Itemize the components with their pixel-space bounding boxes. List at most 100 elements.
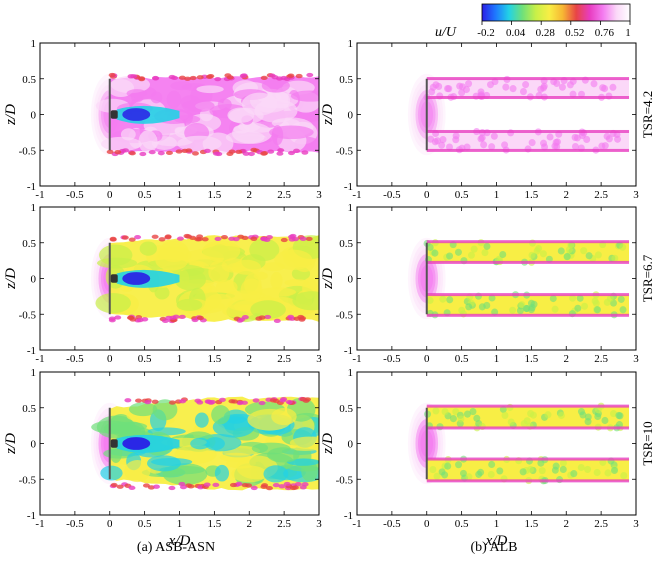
shear-layer <box>196 315 204 321</box>
x-tick-label: 2.5 <box>594 353 608 365</box>
axes-frame <box>356 206 637 351</box>
wake-eddy <box>124 459 151 483</box>
y-axis-label: z/D <box>320 268 336 290</box>
y-tick-label: 0 <box>31 110 37 122</box>
shear-layer <box>175 149 183 154</box>
shear-layer <box>238 317 246 322</box>
wake-eddy <box>290 90 319 102</box>
wake-eddy <box>576 294 584 302</box>
shear-layer <box>134 234 142 240</box>
shear-layer <box>121 235 129 240</box>
shear-layer <box>157 151 165 156</box>
wake-eddy <box>233 124 250 134</box>
wake-eddy <box>585 252 593 260</box>
wake-eddy <box>439 136 447 144</box>
x-tick-label: 1.5 <box>208 353 222 365</box>
wake-eddy <box>231 465 268 483</box>
shear-layer <box>185 148 193 153</box>
shear-layer <box>158 237 166 242</box>
wake-eddy <box>579 411 587 419</box>
shear-layer <box>220 234 228 240</box>
velocity-field <box>90 72 319 157</box>
wake-eddy <box>181 99 215 113</box>
wake-eddy <box>465 303 473 311</box>
wake-eddy <box>523 417 531 425</box>
shear-layer <box>196 234 204 239</box>
wake-eddy <box>202 240 241 262</box>
wake-eddy <box>462 85 470 94</box>
x-tick-label: -1 <box>352 353 361 365</box>
shear-layer <box>250 485 258 491</box>
wake-eddy <box>563 253 571 261</box>
shear-layer <box>108 72 116 78</box>
wake-eddy <box>516 307 524 315</box>
y-tick-label: -1 <box>27 510 36 522</box>
wake-eddy <box>527 465 535 473</box>
wake-eddy <box>174 269 206 291</box>
wake-eddy <box>261 78 290 93</box>
shear-layer <box>148 149 156 155</box>
shear-layer <box>273 318 281 324</box>
x-tick-label: 2.5 <box>277 518 291 530</box>
shear-layer <box>295 73 303 79</box>
y-tick-label: 1 <box>31 38 37 50</box>
wake-eddy <box>217 98 232 111</box>
shear-layer <box>240 400 248 405</box>
velocity-field <box>407 73 630 156</box>
wake-eddy <box>431 249 439 257</box>
wake-eddy <box>559 465 567 474</box>
wake-eddy <box>557 247 565 255</box>
shear-layer <box>272 398 280 404</box>
wake-eddy <box>433 472 441 480</box>
wake-eddy <box>429 465 437 474</box>
wake-eddy <box>454 248 462 256</box>
shear-layer <box>151 399 159 404</box>
shear-layer <box>247 151 255 157</box>
x-tick-label: -1 <box>352 189 361 201</box>
shear-layer <box>106 149 114 155</box>
shear-layer <box>426 426 630 430</box>
x-tick-label: 3 <box>633 189 639 201</box>
shear-layer <box>261 483 269 488</box>
wake-eddy <box>225 130 265 144</box>
wake-eddy <box>190 437 211 450</box>
shear-layer <box>426 479 630 483</box>
x-tick-label: 3 <box>633 518 639 530</box>
wake-eddy <box>444 462 452 470</box>
y-tick-label: 0 <box>348 274 354 286</box>
tsr-label: TSR=6.7 <box>640 254 655 302</box>
shear-layer <box>128 485 136 490</box>
shear-layer <box>426 240 630 244</box>
velocity-field <box>407 402 630 485</box>
wake-eddy <box>614 135 622 143</box>
wake-eddy <box>452 136 460 144</box>
x-tick-label: 1 <box>177 189 183 201</box>
shear-layer <box>128 237 136 242</box>
wake-eddy <box>253 271 268 280</box>
y-axis-label: z/D <box>320 104 336 126</box>
wake-eddy <box>518 301 526 309</box>
shear-layer <box>293 148 300 153</box>
x-tick-label: 1 <box>494 353 500 365</box>
wake-eddy <box>292 291 319 311</box>
wake-eddy <box>594 406 602 414</box>
wake-eddy <box>441 408 449 416</box>
shear-layer <box>136 317 144 323</box>
shear-layer <box>130 74 138 79</box>
x-tick-label: 2.5 <box>277 189 291 201</box>
x-tick-label: 0.5 <box>455 518 469 530</box>
y-tick-label: 0.5 <box>22 238 36 250</box>
wake-eddy <box>205 437 225 451</box>
y-tick-label: -1 <box>344 510 353 522</box>
shear-layer <box>201 237 209 242</box>
wake-eddy <box>481 248 489 257</box>
wake-eddy <box>455 461 463 469</box>
shear-layer <box>214 236 222 242</box>
wake-eddy <box>533 247 541 255</box>
wake-eddy <box>473 414 481 422</box>
x-tick-label: 0.5 <box>455 353 469 365</box>
wake-eddy <box>289 436 319 450</box>
wake-eddy <box>465 473 473 481</box>
shear-layer <box>189 75 197 81</box>
tsr-label: TSR=4.2 <box>640 91 655 138</box>
